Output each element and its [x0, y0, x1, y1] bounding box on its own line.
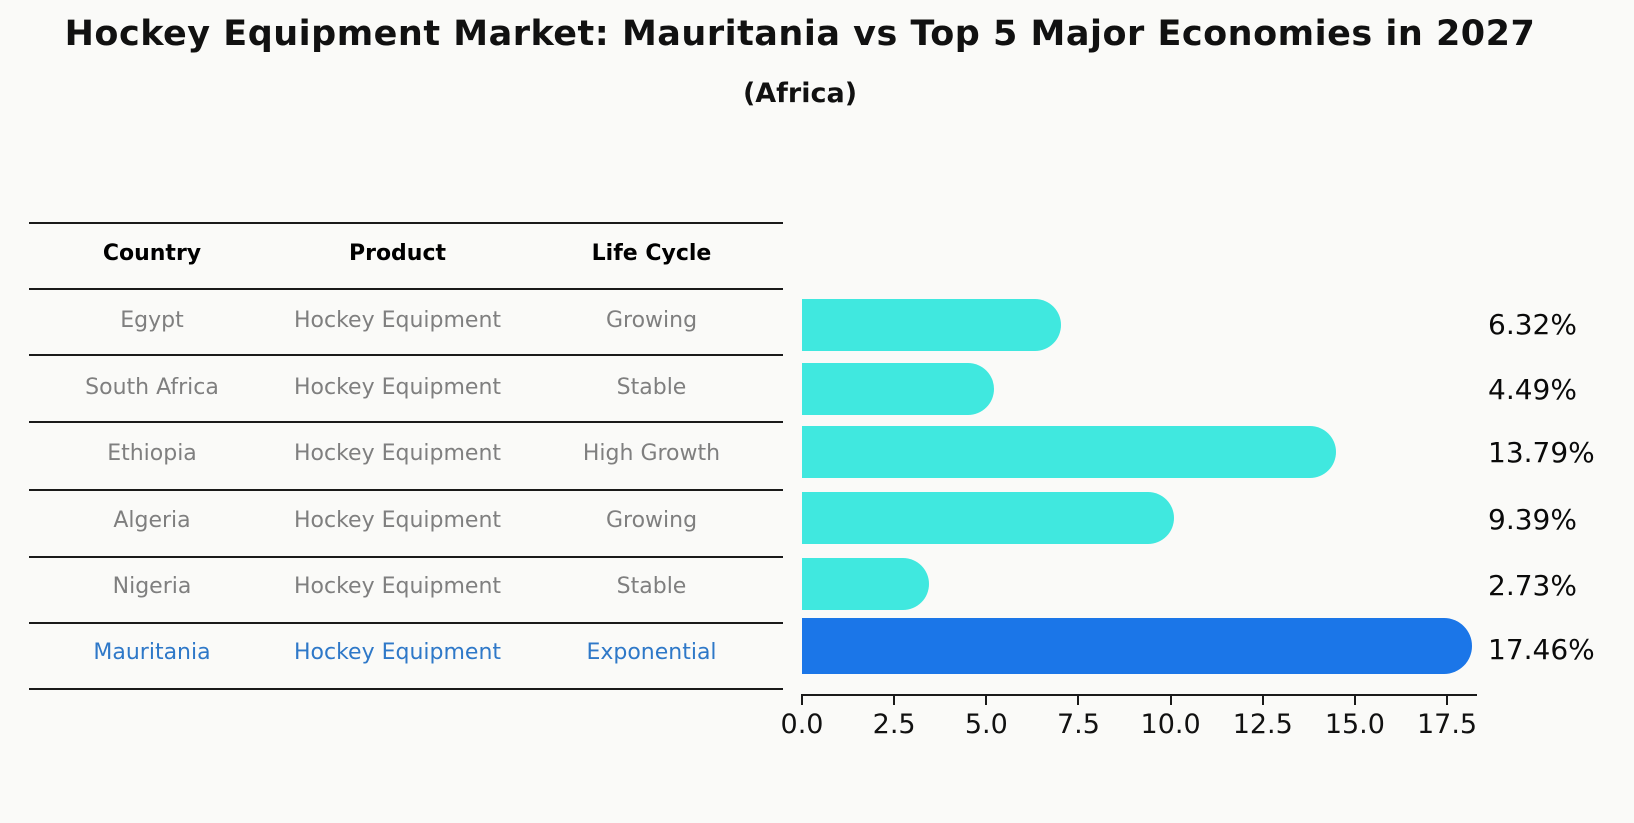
x-axis-tick [1353, 694, 1356, 705]
bar-nigeria [802, 558, 929, 610]
x-axis-tick-label: 7.5 [1056, 709, 1100, 740]
table-cell-life-cycle: Stable [616, 375, 687, 400]
x-axis-tick-label: 2.5 [872, 709, 916, 740]
bar-ethiopia [802, 426, 1336, 478]
bar-value-label: 4.49% [1488, 373, 1577, 406]
table-cell-product-highlight: Hockey Equipment [293, 640, 502, 665]
table-cell-product: Hockey Equipment [293, 574, 502, 599]
table-cell-life-cycle: High Growth [582, 441, 721, 466]
bar-value-label: 17.46% [1488, 633, 1595, 666]
x-axis-tick [801, 694, 803, 705]
table-header-life-cycle: Life Cycle [591, 241, 712, 266]
table-cell-country: Ethiopia [107, 441, 197, 466]
table-cell-country: South Africa [85, 375, 219, 400]
x-axis-tick [893, 694, 896, 705]
table-cell-country: Algeria [113, 508, 191, 533]
x-axis-tick [1169, 694, 1172, 705]
bar-egypt [802, 299, 1061, 351]
table-cell-country-highlight: Mauritania [93, 640, 211, 665]
table-row-rule [29, 622, 783, 624]
table-row-rule [29, 556, 783, 558]
bar-value-label: 6.32% [1488, 308, 1577, 341]
table-cell-life-cycle: Growing [605, 508, 698, 533]
x-axis-line [802, 694, 1477, 696]
table-cell-product: Hockey Equipment [293, 441, 502, 466]
bar-mauritania-highlight [802, 618, 1472, 674]
table-header-product: Product [348, 241, 447, 266]
table-cell-product: Hockey Equipment [293, 375, 502, 400]
table-header-rule [29, 288, 783, 290]
x-axis-tick-label: 0.0 [780, 709, 824, 740]
table-cell-country: Nigeria [112, 574, 192, 599]
bar-south-africa [802, 363, 994, 415]
x-axis-tick-label: 15.0 [1324, 709, 1385, 740]
x-axis-tick-label: 5.0 [964, 709, 1008, 740]
table-cell-life-cycle-highlight: Exponential [586, 640, 717, 665]
x-axis-tick [1077, 694, 1080, 705]
x-axis-tick-label: 10.0 [1140, 709, 1201, 740]
table-header-country: Country [102, 241, 202, 266]
x-axis-tick [1446, 694, 1449, 705]
bar-algeria [802, 492, 1174, 544]
table-cell-product: Hockey Equipment [293, 308, 502, 333]
page-title: Hockey Equipment Market: Mauritania vs T… [64, 14, 1536, 54]
x-axis-tick-label: 17.5 [1416, 709, 1478, 740]
table-cell-life-cycle: Stable [616, 574, 687, 599]
table-row-rule [29, 354, 783, 356]
page-subtitle: (Africa) [742, 78, 858, 109]
x-axis-tick [985, 694, 988, 705]
table-cell-life-cycle: Growing [605, 308, 698, 333]
bar-value-label: 2.73% [1488, 569, 1577, 602]
table-top-rule [29, 222, 783, 224]
table-cell-product: Hockey Equipment [293, 508, 502, 533]
x-axis-tick [1261, 694, 1264, 705]
bar-value-label: 13.79% [1488, 436, 1595, 469]
table-row-rule [29, 421, 783, 423]
table-cell-country: Egypt [120, 308, 184, 333]
table-row-rule [29, 489, 783, 491]
x-axis-tick-label: 12.5 [1232, 709, 1293, 740]
table-bottom-rule [29, 688, 783, 690]
bar-value-label: 9.39% [1488, 503, 1577, 536]
